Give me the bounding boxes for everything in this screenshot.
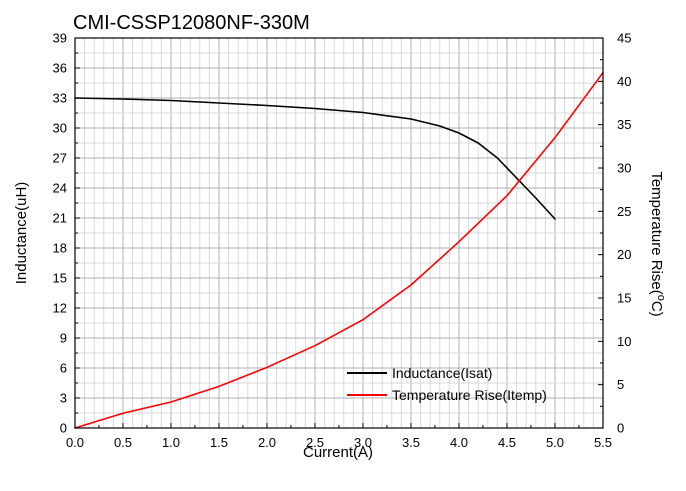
series-line-inductance (74, 97, 556, 220)
x-axis-label: Current(A) (303, 444, 373, 461)
y-tick-label: 30 (53, 121, 67, 136)
y2-axis-label-end: C) (648, 301, 665, 317)
y2-tick-label: 20 (617, 247, 631, 262)
y-tick-label: 9 (60, 331, 67, 346)
x-tick-label: 3.0 (354, 435, 372, 450)
x-tick-label: 4.0 (450, 435, 468, 450)
y-tick-label: 33 (53, 91, 67, 106)
y-tick-label: 36 (53, 61, 67, 76)
x-tick-label: 0.5 (114, 435, 132, 450)
legend-label-temperature: Temperature Rise(Itemp) (392, 387, 547, 403)
y2-tick-label: 15 (617, 291, 631, 306)
y2-tick-label: 25 (617, 204, 631, 219)
grid (75, 38, 603, 428)
y-tick-label: 12 (53, 301, 67, 316)
y-tick-label: 3 (60, 391, 67, 406)
y-tick-label: 18 (53, 241, 67, 256)
x-tick-label: 1.5 (210, 435, 228, 450)
y-tick-label: 27 (53, 151, 67, 166)
x-tick-label: 5.0 (546, 435, 564, 450)
chart-title: CMI-CSSP12080NF-330M (73, 12, 310, 34)
y-tick-label: 15 (53, 271, 67, 286)
y-tick-label: 24 (53, 181, 67, 196)
y-tick-label: 39 (53, 31, 67, 46)
x-tick-label: 3.5 (402, 435, 420, 450)
x-tick-label: 2.5 (306, 435, 324, 450)
ticks: 0.0 0.5 1.0 1.5 2.0 2.5 3.0 3.5 4.0 4.5 5.0 5.50369… (53, 31, 632, 451)
legend: Inductance(Isat) Temperature Rise(Itemp) (347, 365, 547, 403)
y-tick-label: 6 (60, 361, 67, 376)
series-line-temperature (74, 71, 604, 429)
y2-tick-label: 0 (617, 421, 624, 436)
y-axis-label: Inductance(uH) (13, 182, 30, 285)
x-tick-label: 2.0 (258, 435, 276, 450)
x-tick-label: 5.5 (594, 435, 612, 450)
y2-tick-label: 30 (617, 161, 631, 176)
y2-axis-label-main: Temperature Rise( (648, 171, 665, 294)
y2-tick-label: 5 (617, 377, 624, 392)
y2-axis-label: Temperature Rise(oC) (648, 171, 667, 316)
series-group (74, 71, 604, 429)
y2-axis-label-sup: o (655, 295, 667, 301)
legend-label-inductance: Inductance(Isat) (392, 365, 492, 381)
y2-tick-label: 10 (617, 334, 631, 349)
y2-tick-label: 35 (617, 117, 631, 132)
x-tick-label: 0.0 (66, 435, 84, 450)
y2-tick-label: 45 (617, 31, 631, 46)
y2-tick-label: 40 (617, 74, 631, 89)
x-tick-label: 1.0 (162, 435, 180, 450)
y-tick-label: 21 (53, 211, 67, 226)
y-tick-label: 0 (60, 421, 67, 436)
x-tick-label: 4.5 (498, 435, 516, 450)
